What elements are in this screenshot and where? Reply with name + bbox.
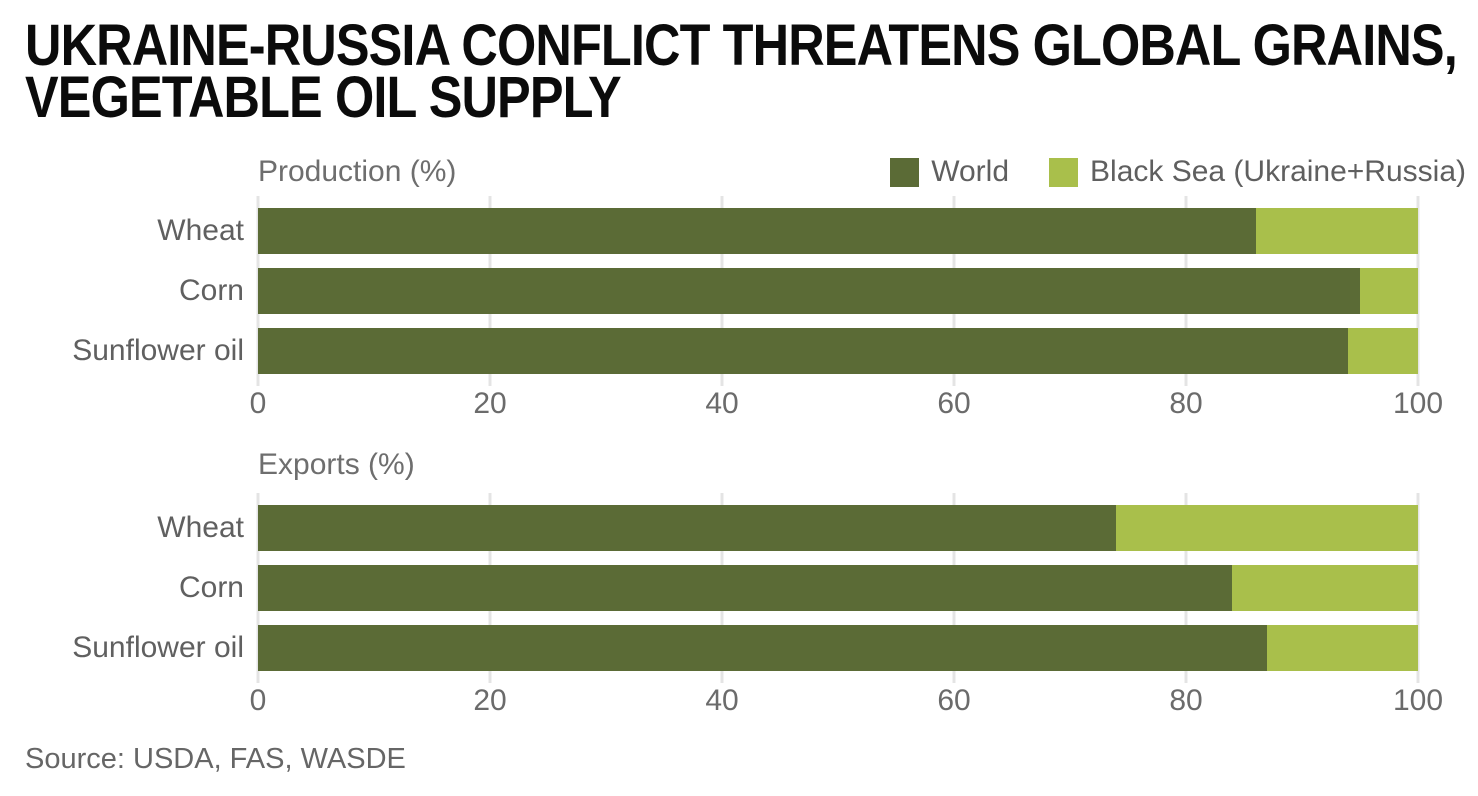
bar-segment-black-sea-ukraine-russia [1348,328,1418,374]
axis-tick-label: 80 [1169,387,1203,420]
exports-chart: Exports (%) Wheat Corn Sunflower oil 0 20 40… [0,446,1478,717]
production-plot: Wheat Corn Sunflower oil [72,196,1420,386]
exports-chart-header: Exports (%) [258,446,1466,484]
production-x-axis: 0 20 40 60 80 100 [250,374,1443,420]
bar-segment-world [258,505,1117,551]
row-label: Wheat [157,511,244,544]
row-label: Sunflower oil [72,334,244,367]
bar-segment-black-sea-ukraine-russia [1360,268,1418,314]
bar-row: Corn [179,565,1418,611]
bar-row: Wheat [157,208,1418,254]
bar-rows: Wheat Corn Sunflower oil [72,208,1418,374]
legend-label: Black Sea (Ukraine+Russia) [1090,155,1466,188]
bar-segment-world [258,625,1268,671]
page-title-line1: UKRAINE-RUSSIA CONFLICT THREATENS GLOBAL… [25,13,1458,78]
bar-row: Sunflower oil [72,625,1418,671]
bar-segment-world [258,208,1256,254]
chart-subtitle: Exports (%) [258,448,415,481]
bar-segment-world [258,328,1349,374]
source-note: Source: USDA, FAS, WASDE [25,743,406,775]
axis-tick-label: 100 [1392,684,1444,717]
row-label: Corn [178,274,244,307]
gridline [1416,196,1420,386]
axis-tick-label: 80 [1169,684,1203,717]
bar-segment-black-sea-ukraine-russia [1232,565,1418,611]
page-title-line2: VEGETABLE OIL SUPPLY [25,65,622,130]
exports-x-axis: 0 20 40 60 80 100 [250,671,1443,717]
black-sea-swatch-icon [1049,157,1079,187]
bar-row: Corn [179,268,1418,314]
bar-segment-black-sea-ukraine-russia [1255,208,1418,254]
axis-tick-label: 40 [705,684,739,717]
legend-item-black-sea: Black Sea (Ukraine+Russia) [1049,155,1466,189]
axis-tick-label: 20 [473,387,507,420]
bar-row: Wheat [157,505,1418,551]
axis-tick-label: 40 [705,387,739,420]
exports-plot: Wheat Corn Sunflower oil [72,493,1420,683]
row-label: Wheat [157,214,244,247]
axis-tick-label: 0 [249,387,267,420]
legend-label: World [931,155,1010,188]
axis-tick-label: 100 [1392,387,1444,420]
axis-tick-label: 60 [937,387,971,420]
production-chart: Production (%) World Black Sea (Ukraine+… [0,153,1478,420]
world-swatch-icon [890,157,920,187]
legend-item-world: World [890,155,1009,189]
legend: World Black Sea (Ukraine+Russia) [890,155,1466,189]
bar-segment-black-sea-ukraine-russia [1116,505,1418,551]
row-label: Sunflower oil [72,631,244,664]
bar-row: Sunflower oil [72,328,1418,374]
bar-segment-black-sea-ukraine-russia [1267,625,1418,671]
bar-segment-world [258,268,1360,314]
axis-tick-label: 60 [937,684,971,717]
axis-tick-label: 0 [249,684,267,717]
gridline [1416,493,1420,683]
page-title: UKRAINE-RUSSIA CONFLICT THREATENS GLOBAL… [25,13,1458,130]
bar-rows: Wheat Corn Sunflower oil [72,505,1418,671]
chart-subtitle: Production (%) [258,155,457,188]
production-chart-header: Production (%) World Black Sea (Ukraine+… [258,153,1466,191]
row-label: Corn [178,571,244,604]
axis-tick-label: 20 [473,684,507,717]
bar-segment-world [258,565,1233,611]
